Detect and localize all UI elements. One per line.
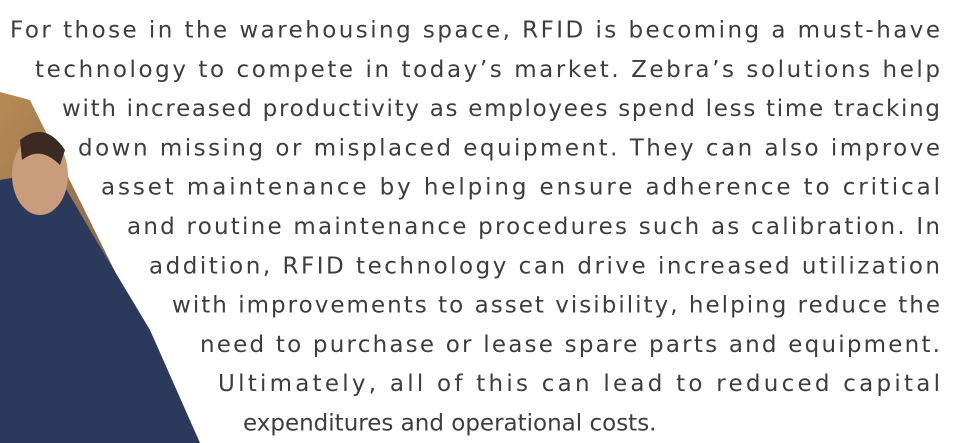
text-line: addition, RFID technology can drive incr… xyxy=(149,253,940,279)
text-line: need to purchase or lease spare parts an… xyxy=(200,332,940,358)
text-line: with improvements to asset visibility, h… xyxy=(172,293,940,319)
text-line: asset maintenance by helping ensure adhe… xyxy=(101,175,940,201)
text-line: For those in the warehousing space, RFID… xyxy=(10,18,940,44)
text-line: technology to compete in today’s market.… xyxy=(35,57,940,83)
text-line: expenditures and operational costs. xyxy=(243,411,656,437)
text-line: Ultimately, all of this can lead to redu… xyxy=(218,371,940,397)
text-line: and routine maintenance procedures such … xyxy=(127,214,940,240)
text-line: down missing or misplaced equipment. The… xyxy=(78,135,940,161)
text-line: with increased productivity as employees… xyxy=(62,96,940,122)
page: For those in the warehousing space, RFID… xyxy=(0,0,954,443)
